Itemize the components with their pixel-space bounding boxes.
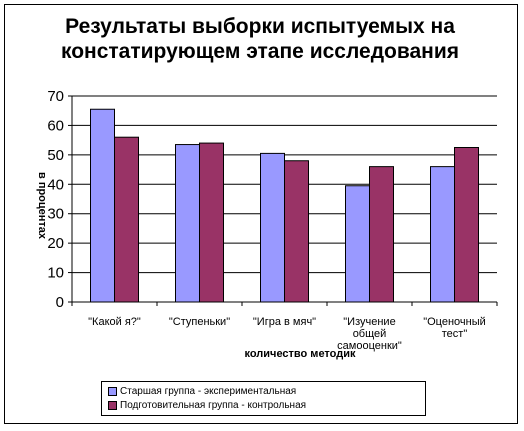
legend-label-2: Подготовительная группа - контрольная <box>120 400 307 411</box>
x-axis-label: количество методик <box>245 348 356 360</box>
x-category-label: "Изучение общей самооценки" <box>337 316 402 352</box>
bar-series-1 <box>90 108 115 303</box>
legend-item-series-2: Подготовительная группа - контрольная <box>108 399 306 413</box>
y-tick-label: 40 <box>47 176 64 193</box>
y-axis-label: в процентах <box>36 172 48 240</box>
y-tick-label: 20 <box>47 235 64 252</box>
legend-swatch-2 <box>108 400 117 410</box>
y-tick-label: 50 <box>47 147 64 164</box>
y-tick-label: 60 <box>47 117 64 134</box>
legend-item-series-1: Старшая группа - экспериментальная <box>108 385 296 399</box>
y-tick-label: 0 <box>56 294 64 311</box>
legend-swatch-1 <box>108 386 117 396</box>
legend-label-1: Старшая группа - экспериментальная <box>120 386 297 397</box>
x-category-label: "Ступеньки" <box>169 316 230 328</box>
bar-series-1 <box>175 144 200 303</box>
bar-series-1 <box>260 152 285 303</box>
bars <box>90 108 479 303</box>
bar-series-2 <box>369 166 394 303</box>
bar-series-2 <box>199 142 224 303</box>
x-category-label: "Игра в мяч" <box>253 316 316 328</box>
bar-series-2 <box>114 136 139 303</box>
x-category-label: "Какой я?" <box>88 316 141 328</box>
legend: Старшая группа - экспериментальная Подго… <box>101 381 426 416</box>
y-tick-labels: 0 10 20 30 40 50 60 70 <box>47 88 64 311</box>
bar-series-1 <box>430 166 455 303</box>
bar-series-2 <box>284 160 309 303</box>
bar-series-1 <box>345 185 370 303</box>
y-tick-label: 70 <box>47 88 64 105</box>
y-tick-label: 30 <box>47 206 64 223</box>
axes <box>71 96 498 306</box>
bar-series-2 <box>454 147 479 303</box>
x-category-label: "Оценочный тест" <box>423 316 486 340</box>
y-tick-label: 10 <box>47 265 64 282</box>
x-category-labels: "Какой я?" "Ступеньки" "Игра в мяч" "Изучен… <box>88 316 486 352</box>
chart-title: Результаты выборки испытуемых на констат… <box>60 15 460 63</box>
